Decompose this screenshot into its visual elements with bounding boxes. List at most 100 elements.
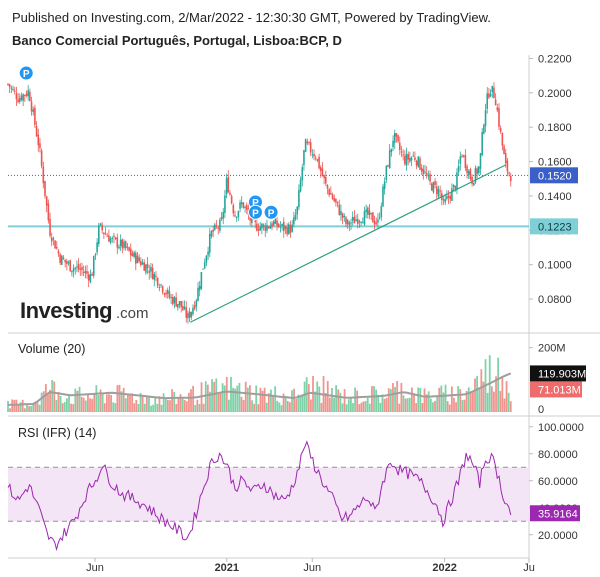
volume-bar: [392, 383, 394, 412]
candle-body: [405, 154, 408, 166]
candle-body: [82, 272, 85, 274]
volume-bar: [162, 393, 165, 412]
candle-body: [151, 267, 154, 280]
volume-bar: [225, 376, 228, 412]
candle-body: [49, 218, 51, 236]
candle-body: [498, 108, 500, 127]
volume-bar: [158, 396, 161, 412]
candle-body: [175, 297, 177, 307]
candle-body: [266, 225, 268, 231]
candle-body: [365, 209, 367, 212]
candle-body: [52, 238, 55, 240]
candle-body: [220, 217, 223, 220]
candle-body: [180, 300, 182, 308]
volume-bar: [434, 400, 436, 412]
price-tick-label: 0.1800: [538, 122, 572, 134]
candle-body: [424, 171, 426, 173]
volume-bar: [364, 400, 367, 412]
candle-body: [363, 211, 366, 225]
volume-bar: [408, 397, 411, 412]
candle-body: [96, 242, 98, 253]
candle-body: [471, 177, 473, 184]
candle-body: [259, 226, 262, 231]
volume-bar: [404, 398, 407, 412]
volume-bar: [217, 392, 220, 412]
candle-body: [177, 304, 179, 308]
volume-bar: [457, 386, 460, 412]
volume-bar: [352, 403, 354, 412]
volume-bar: [387, 388, 390, 412]
candle-body: [361, 222, 364, 224]
volume-tick-label: 200M: [538, 343, 566, 355]
time-tick-label: Ju: [523, 562, 535, 574]
candle-body: [103, 232, 105, 234]
volume-bar: [169, 400, 171, 412]
candle-body: [153, 273, 156, 280]
volume-bar: [385, 397, 388, 412]
volume-bar: [80, 396, 83, 412]
volume-bar: [13, 399, 16, 412]
candle-body: [126, 246, 129, 248]
candle-body: [229, 192, 231, 195]
last-price-label: 0.1520: [538, 170, 572, 182]
volume-bar: [310, 399, 312, 412]
pivot-badge-label: P: [268, 208, 275, 219]
volume-bar: [36, 402, 39, 412]
volume-bar: [375, 389, 378, 412]
volume-bar: [251, 400, 253, 412]
volume-bar: [183, 399, 186, 412]
candle-body: [55, 246, 58, 249]
candle-body: [398, 142, 401, 151]
volume-bar: [265, 402, 268, 412]
time-axis: Jun 2021 Jun 2022 Ju: [86, 558, 535, 574]
candle-body: [89, 274, 92, 283]
candle-body: [346, 219, 349, 224]
candle-body: [284, 226, 287, 229]
candle-body: [340, 210, 342, 215]
volume-bar: [427, 391, 430, 412]
rsi-axis: 100.000080.000060.000040.000020.000035.9…: [529, 422, 584, 542]
volume-bar: [181, 397, 184, 412]
candle-body: [118, 246, 120, 249]
candle-body: [356, 219, 359, 225]
candle-body: [104, 233, 107, 235]
candle-body: [267, 226, 270, 228]
volume-bar: [236, 385, 239, 412]
candle-body: [488, 93, 490, 98]
volume-bar: [156, 403, 159, 412]
volume-bar: [417, 387, 420, 412]
volume-bar: [198, 403, 201, 412]
candle-body: [121, 239, 124, 249]
volume-bar: [288, 402, 291, 412]
candle-body: [32, 109, 35, 113]
candle-body: [57, 250, 60, 254]
candle-body: [313, 154, 315, 157]
candle-body: [15, 93, 18, 100]
volume-bar: [478, 388, 481, 412]
candle-body: [289, 225, 292, 233]
candle-body: [282, 221, 285, 232]
volume-bar: [360, 402, 363, 412]
volume-bar: [105, 394, 108, 412]
volume-bar: [490, 386, 493, 412]
candle-body: [207, 251, 209, 256]
candle-body: [240, 202, 243, 205]
candle-body: [286, 227, 288, 235]
candle-body: [499, 127, 502, 132]
volume-bar: [493, 391, 495, 412]
volume-bar: [459, 389, 462, 412]
volume-bar: [297, 394, 300, 412]
volume-bar: [108, 394, 110, 412]
candle-body: [170, 297, 172, 299]
candle-body: [434, 181, 436, 185]
candle-body: [94, 254, 97, 256]
volume-bar: [471, 392, 474, 412]
volume-bar: [314, 391, 317, 412]
candle-body: [338, 204, 341, 215]
candle-body: [318, 156, 320, 169]
volume-bar: [17, 404, 20, 412]
volume-bar: [129, 395, 131, 412]
candle-body: [208, 233, 211, 253]
candle-body: [178, 301, 181, 305]
pivot-badge-label: P: [252, 208, 259, 219]
